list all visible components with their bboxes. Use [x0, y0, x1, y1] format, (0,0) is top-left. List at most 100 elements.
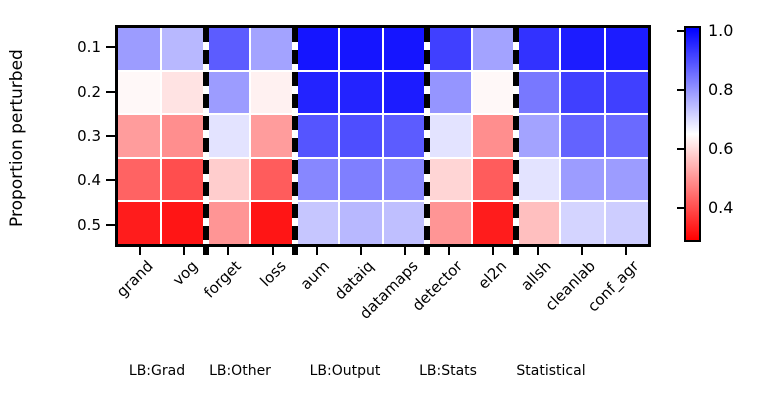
heatmap-cell-forget-0.2 — [206, 71, 249, 114]
group-separator-stub — [512, 246, 519, 255]
y-tick-mark — [106, 90, 115, 93]
heatmap-cell-allsh-0.1 — [516, 28, 560, 70]
x-tick-mark — [359, 247, 362, 255]
heatmap-cell-dataiq-0.3 — [339, 115, 382, 157]
x-tick-mark — [315, 247, 318, 255]
heatmap-cell-el2n-0.5 — [472, 202, 515, 244]
heatmap-cell-dataiq-0.2 — [339, 71, 382, 114]
heatmap-cell-aum-0.5 — [295, 202, 338, 244]
heatmap-cell-forget-0.3 — [206, 115, 249, 157]
y-tick-mark — [106, 179, 115, 182]
heatmap-cell-datamaps-0.4 — [383, 158, 427, 201]
heatmap-cell-detector-0.3 — [428, 115, 471, 157]
colorbar — [684, 26, 701, 242]
y-tick-label: 0.1 — [77, 38, 101, 57]
heatmap-cell-detector-0.2 — [428, 71, 471, 114]
heatmap-cell-conf_agr-0.2 — [605, 71, 648, 114]
group-separator-stub — [203, 246, 210, 255]
y-tick-label: 0.5 — [77, 215, 101, 234]
heatmap-cell-el2n-0.1 — [472, 28, 515, 70]
heatmap-cell-cleanlab-0.3 — [561, 115, 604, 157]
heatmap-cell-aum-0.3 — [295, 115, 338, 157]
group-label-lb-other: LB:Other — [209, 363, 271, 379]
heatmap-plot — [115, 25, 651, 247]
heatmap-cell-conf_agr-0.4 — [605, 158, 648, 201]
colorbar-tick-mark — [677, 147, 684, 150]
x-tick-mark — [536, 247, 539, 255]
heatmap-cell-el2n-0.2 — [472, 71, 515, 114]
heatmap-cell-datamaps-0.2 — [383, 71, 427, 114]
group-separator-stub — [424, 246, 431, 255]
y-tick-mark — [106, 223, 115, 226]
x-tick-mark — [492, 247, 495, 255]
heatmap-cell-grand-0.3 — [118, 115, 161, 157]
heatmap-cell-vog-0.2 — [162, 71, 205, 114]
heatmap-cell-conf_agr-0.1 — [605, 28, 648, 70]
heatmap-cell-allsh-0.4 — [516, 158, 560, 201]
heatmap-cell-cleanlab-0.5 — [561, 202, 604, 244]
x-tick-label-vog: vog — [168, 257, 201, 290]
heatmap-cell-grand-0.5 — [118, 202, 161, 244]
heatmap-cell-grand-0.4 — [118, 158, 161, 201]
heatmap-cell-cleanlab-0.4 — [561, 158, 604, 201]
heatmap-cell-aum-0.2 — [295, 71, 338, 114]
heatmap-cell-detector-0.4 — [428, 158, 471, 201]
colorbar-tick-label: 0.8 — [708, 79, 734, 99]
heatmap-cell-datamaps-0.5 — [383, 202, 427, 244]
heatmap-cell-loss-0.3 — [250, 115, 294, 157]
colorbar-tick-mark — [677, 88, 684, 91]
heatmap-cell-conf_agr-0.5 — [605, 202, 648, 244]
heatmap-cell-aum-0.1 — [295, 28, 338, 70]
heatmap-cell-el2n-0.3 — [472, 115, 515, 157]
group-label-lb-grad: LB:Grad — [128, 363, 186, 379]
x-tick-mark — [183, 247, 186, 255]
x-tick-label-allsh: allsh — [516, 257, 555, 295]
x-tick-label-el2n: el2n — [474, 257, 511, 293]
heatmap-cell-vog-0.4 — [162, 158, 205, 201]
y-tick-mark — [106, 46, 115, 49]
heatmap-cell-conf_agr-0.3 — [605, 115, 648, 157]
heatmap-cell-aum-0.4 — [295, 158, 338, 201]
heatmap-cell-dataiq-0.5 — [339, 202, 382, 244]
heatmap-cell-vog-0.3 — [162, 115, 205, 157]
group-separator — [512, 28, 519, 244]
y-axis-label: Proportion perturbed — [7, 49, 27, 227]
heatmap-cell-cleanlab-0.1 — [561, 28, 604, 70]
x-tick-mark — [624, 247, 627, 255]
x-tick-mark — [271, 247, 274, 255]
colorbar-tick-mark — [677, 29, 684, 32]
group-separator — [291, 28, 298, 244]
group-separator — [203, 28, 210, 244]
group-label-lb-output: LB:Output — [309, 363, 381, 379]
x-tick-mark — [580, 247, 583, 255]
x-tick-label-grand: grand — [113, 257, 157, 301]
heatmap-cell-vog-0.1 — [162, 28, 205, 70]
heatmap-grid — [118, 28, 648, 244]
group-label-statistical: Statistical — [516, 363, 586, 379]
heatmap-cell-allsh-0.3 — [516, 115, 560, 157]
heatmap-cell-detector-0.5 — [428, 202, 471, 244]
heatmap-cell-loss-0.2 — [250, 71, 294, 114]
heatmap-cell-grand-0.1 — [118, 28, 161, 70]
x-tick-mark — [227, 247, 230, 255]
heatmap-cell-grand-0.2 — [118, 71, 161, 114]
heatmap-cell-vog-0.5 — [162, 202, 205, 244]
group-separator-stub — [291, 246, 298, 255]
colorbar-tick-label: 0.4 — [708, 197, 734, 217]
y-tick-label: 0.3 — [77, 127, 101, 145]
colorbar-tick-mark — [677, 206, 684, 209]
x-tick-mark — [404, 247, 407, 255]
y-tick-mark — [106, 135, 115, 137]
y-tick-label: 0.2 — [77, 82, 101, 101]
heatmap-cell-forget-0.5 — [206, 202, 249, 244]
heatmap-cell-forget-0.1 — [206, 28, 249, 70]
colorbar-tick-label: 0.6 — [708, 138, 734, 158]
y-tick-label: 0.4 — [77, 171, 101, 190]
heatmap-cell-allsh-0.2 — [516, 71, 560, 114]
heatmap-cell-dataiq-0.4 — [339, 158, 382, 201]
group-separator — [424, 28, 431, 244]
x-tick-label-aum: aum — [297, 257, 334, 294]
heatmap-cell-el2n-0.4 — [472, 158, 515, 201]
x-tick-mark — [139, 247, 142, 255]
